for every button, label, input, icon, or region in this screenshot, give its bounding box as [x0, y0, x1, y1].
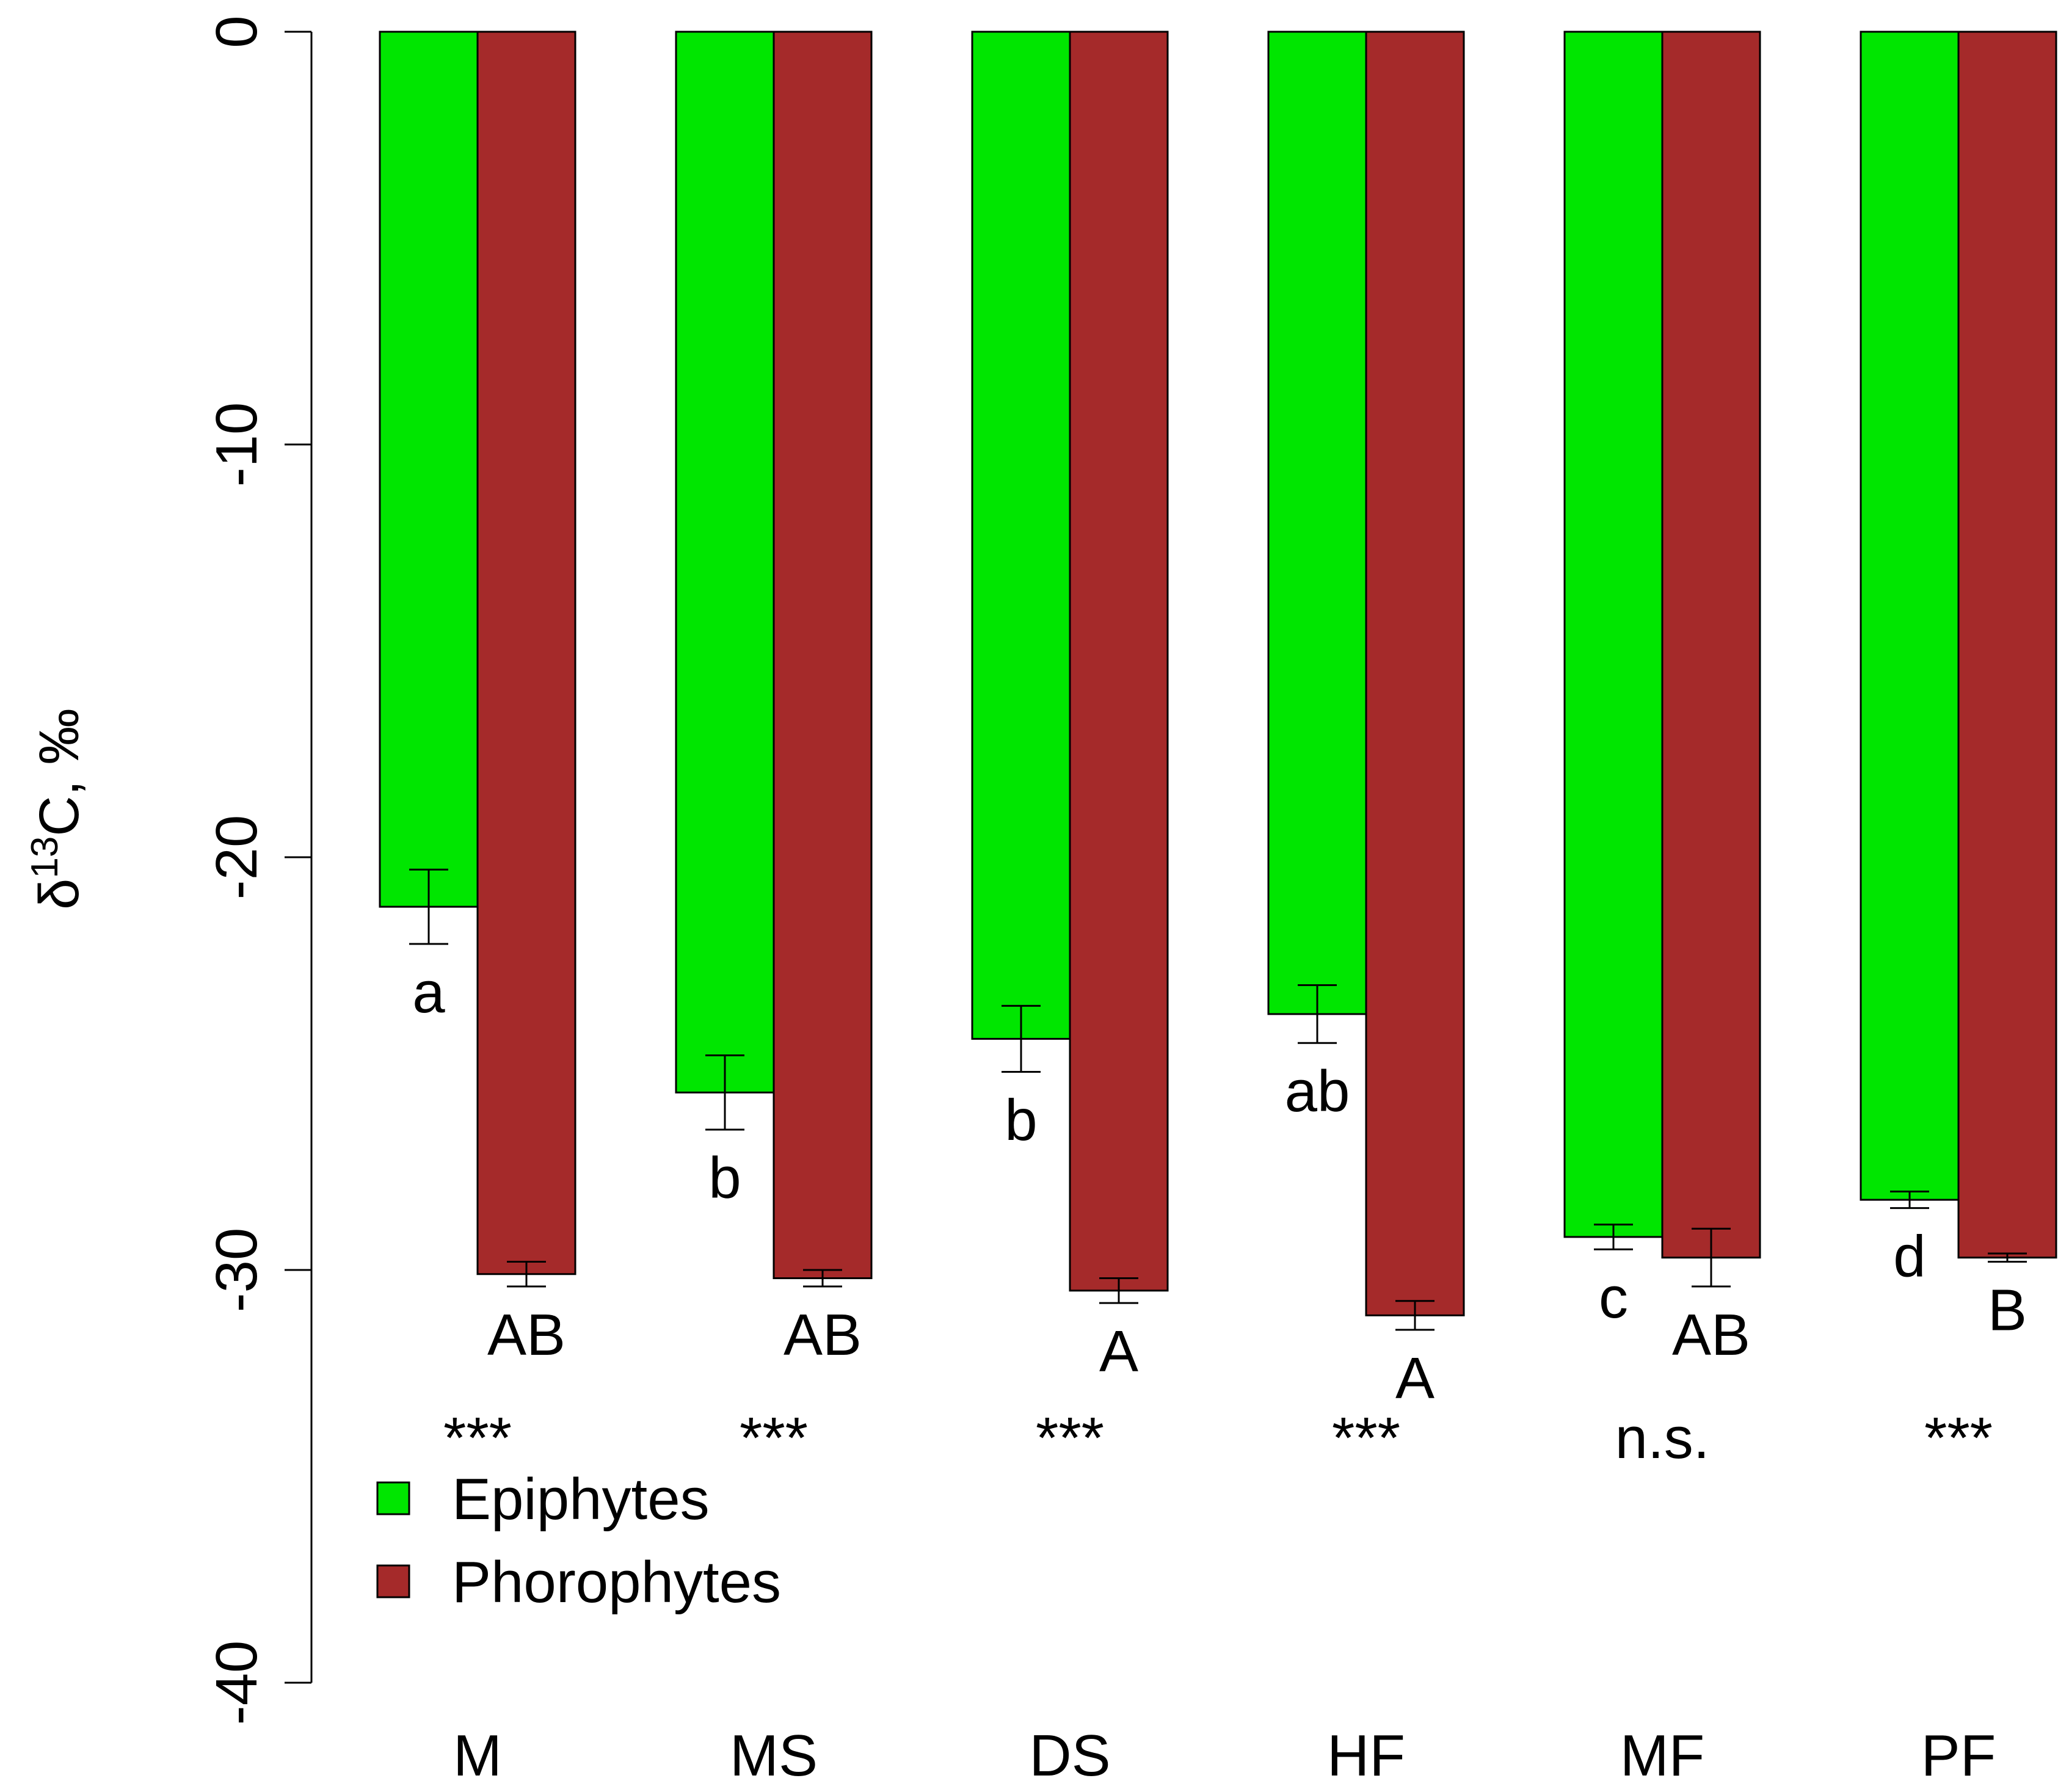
letter-epiphytes-mf: c [1599, 1265, 1628, 1330]
y-label-suffix: C, ‰ [28, 708, 90, 836]
significance-mf: n.s. [1615, 1406, 1710, 1471]
legend-label-epiphytes: Epiphytes [452, 1467, 710, 1532]
legend-swatch-phorophytes [376, 1564, 410, 1598]
letter-epiphytes-hf: ab [1285, 1059, 1350, 1124]
x-tick-label-m: M [453, 1723, 502, 1788]
letter-labels: a AB b AB b Aab Ac AB dB [412, 960, 2027, 1411]
error-bars [409, 868, 2027, 1331]
letter-phorophytes-hf: A [1395, 1346, 1434, 1411]
x-tick-label-hf: HF [1327, 1723, 1405, 1788]
bar-phorophytes-ds [1069, 31, 1169, 1292]
error-bar-phorophytes-m [507, 1260, 546, 1288]
error-bar-epiphytes-ms [705, 1054, 744, 1131]
x-tick-label-ms: MS [730, 1723, 818, 1788]
error-bar-epiphytes-m [409, 868, 448, 945]
error-bar-epiphytes-hf [1298, 984, 1337, 1044]
error-bar-epiphytes-ds [1002, 1004, 1041, 1073]
significance-m: *** [443, 1406, 512, 1471]
bar-epiphytes-hf [1267, 31, 1367, 1015]
error-bar-phorophytes-ms [803, 1269, 842, 1288]
error-bar-phorophytes-hf [1395, 1300, 1434, 1331]
letter-phorophytes-pf: B [1988, 1277, 2027, 1343]
bar-epiphytes-mf [1563, 31, 1664, 1238]
letter-phorophytes-mf: AB [1672, 1302, 1750, 1368]
legend: Epiphytes Phorophytes [376, 1467, 781, 1615]
y-axis-label: δ13C, ‰ [24, 708, 90, 910]
bar-epiphytes-ms [675, 31, 775, 1094]
error-bar-phorophytes-pf [1988, 1252, 2027, 1263]
letter-epiphytes-ds: b [1005, 1088, 1037, 1153]
y-tick-label-0: 0 [204, 15, 269, 48]
letter-phorophytes-m: AB [487, 1302, 565, 1368]
y-tick-label-30: -30 [204, 1228, 269, 1313]
y-label-prefix: δ [28, 879, 90, 910]
y-tick-label-40: -40 [204, 1641, 269, 1725]
x-axis-tick-labels: M MS DS HF MF PF [453, 1723, 1996, 1788]
significance-labels: *** *** *** *** n.s. *** [443, 1406, 1993, 1471]
letter-epiphytes-pf: d [1893, 1224, 1925, 1290]
bars [379, 31, 2057, 1316]
bar-epiphytes-pf [1860, 31, 1960, 1201]
error-bar-phorophytes-mf [1692, 1227, 1731, 1288]
bar-phorophytes-m [476, 31, 576, 1275]
bar-phorophytes-hf [1365, 31, 1465, 1316]
significance-ms: *** [740, 1406, 808, 1471]
x-tick-label-mf: MF [1620, 1723, 1705, 1788]
bar-epiphytes-m [379, 31, 479, 908]
letter-epiphytes-m: a [412, 960, 445, 1025]
letter-phorophytes-ds: A [1099, 1319, 1138, 1384]
significance-pf: *** [1924, 1406, 1993, 1471]
legend-label-phorophytes: Phorophytes [452, 1550, 781, 1615]
significance-ds: *** [1036, 1406, 1104, 1471]
error-bar-phorophytes-ds [1099, 1277, 1138, 1304]
x-tick-label-pf: PF [1921, 1723, 1996, 1788]
x-tick-label-ds: DS [1029, 1723, 1110, 1788]
bar-phorophytes-mf [1661, 31, 1761, 1259]
letter-phorophytes-ms: AB [784, 1302, 862, 1368]
y-tick-label-10: -10 [204, 402, 269, 487]
bar-phorophytes-ms [773, 31, 873, 1280]
bar-phorophytes-pf [1957, 31, 2057, 1259]
legend-swatch-epiphytes [376, 1481, 410, 1515]
y-label-superscript: 13 [24, 836, 66, 879]
bar-epiphytes-ds [971, 31, 1071, 1040]
letter-epiphytes-ms: b [708, 1145, 741, 1211]
y-tick-label-20: -20 [204, 815, 269, 900]
error-bar-epiphytes-pf [1890, 1191, 1929, 1210]
error-bar-epiphytes-mf [1594, 1224, 1633, 1250]
y-axis-ticks: 0 -10 -20 -30 -40 [204, 15, 311, 1725]
significance-hf: *** [1332, 1406, 1400, 1471]
